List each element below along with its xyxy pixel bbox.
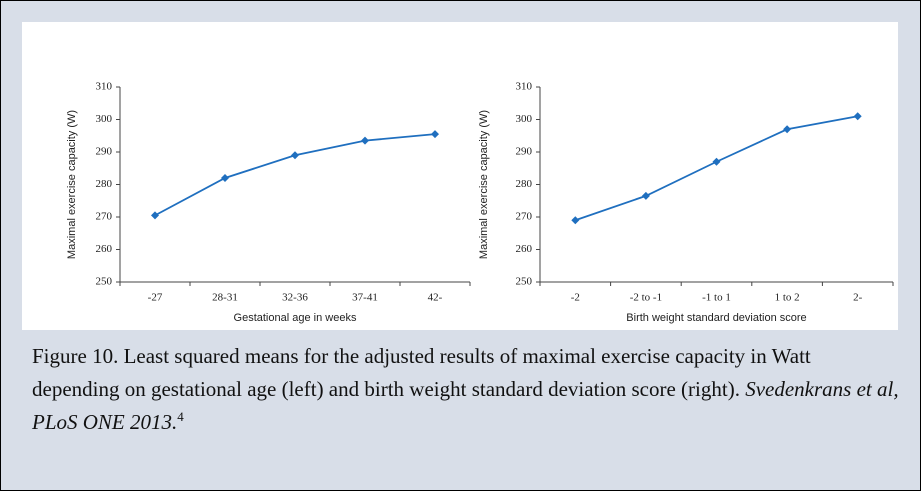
x-tick-label: 28-31 (212, 292, 238, 304)
y-tick-label: 310 (516, 81, 533, 93)
y-tick-label: 290 (96, 146, 113, 158)
data-point (361, 136, 369, 145)
y-axis-title: Maximal exercise capacity (W) (478, 110, 490, 259)
data-point (641, 191, 650, 200)
caption-text: Figure 10. Least squared means for the a… (32, 344, 811, 401)
y-tick-label: 280 (516, 178, 533, 190)
y-tick-label: 300 (96, 113, 113, 125)
x-tick-label: 37-41 (352, 292, 378, 304)
data-point (151, 211, 159, 220)
caption: Figure 10. Least squared means for the a… (32, 340, 902, 439)
data-point (571, 216, 580, 225)
x-tick-label: -1 to 1 (702, 292, 731, 304)
x-tick-label: 2- (853, 292, 863, 304)
y-tick-label: 250 (516, 276, 533, 288)
x-axis-title: Gestational age in weeks (234, 312, 357, 324)
x-tick-label: 42- (428, 292, 443, 304)
y-tick-label: 260 (96, 243, 113, 255)
data-line (575, 115, 858, 222)
x-tick-label: 32-36 (282, 292, 308, 304)
y-tick-label: 270 (516, 211, 533, 223)
data-point (221, 174, 229, 182)
data-point (431, 130, 439, 139)
x-tick-label: -27 (148, 292, 163, 304)
y-tick-label: 260 (516, 243, 533, 255)
data-point (712, 157, 721, 166)
y-axis-title: Maximal exercise capacity (W) (66, 110, 78, 259)
y-tick-label: 270 (96, 211, 113, 223)
data-point (853, 112, 862, 121)
x-tick-label: -2 (571, 292, 580, 304)
x-tick-label: 1 to 2 (775, 292, 800, 304)
y-tick-label: 300 (516, 113, 533, 125)
chart-panel (22, 22, 898, 330)
x-tick-label: -2 to -1 (630, 292, 662, 304)
data-line (154, 133, 436, 217)
y-tick-label: 280 (96, 178, 113, 190)
x-axis-title: Birth weight standard deviation score (626, 312, 806, 324)
y-tick-label: 310 (96, 81, 113, 93)
data-point (291, 151, 299, 160)
data-point (783, 125, 792, 134)
y-tick-label: 290 (516, 146, 533, 158)
y-tick-label: 250 (96, 276, 113, 288)
citation: Svedenkrans et al, PLoS ONE 2013. (32, 377, 899, 434)
reference: 4 (177, 409, 184, 424)
